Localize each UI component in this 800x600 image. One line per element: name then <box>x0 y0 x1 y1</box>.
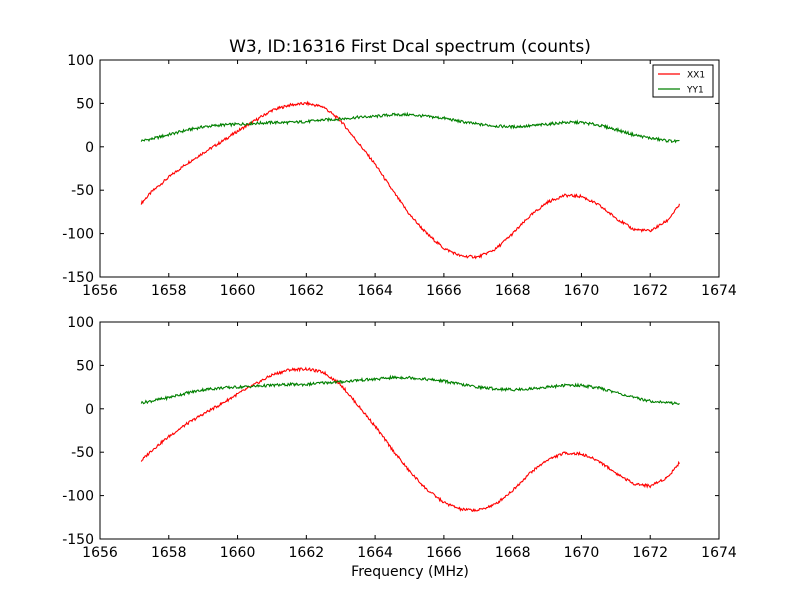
legend-label-xx1: XX1 <box>687 71 705 81</box>
x-tick-label: 1674 <box>701 283 737 299</box>
chart-panel-2: 1656 1658 1660 1662 1664 1666 1668 1670 1672 1674… <box>62 315 737 561</box>
chart-panel-1: 1656 1658 1660 1662 1664 1666 1668 1670 1672 1674… <box>62 53 737 299</box>
series-line-yy1 <box>140 111 680 144</box>
x-tick-label: 1668 <box>495 283 531 299</box>
y-tick-label: -100 <box>62 227 94 243</box>
x-tick-label: 1664 <box>357 283 393 299</box>
x-tick-label: 1658 <box>151 283 187 299</box>
y-tick-label: 0 <box>85 402 94 418</box>
panels: 1656 1658 1660 1662 1664 1666 1668 1670 1672 1674… <box>62 53 737 561</box>
series-line-yy1 <box>140 374 680 406</box>
axes-frame <box>99 59 720 278</box>
y-tick-label: 100 <box>67 53 94 69</box>
y-tick-label: 100 <box>67 315 94 331</box>
x-tick-label: 1670 <box>564 283 600 299</box>
x-tick-label: 1658 <box>151 545 187 561</box>
y-tick-label: -100 <box>62 489 94 505</box>
y-tick-label: 50 <box>76 358 94 374</box>
x-tick-label: 1668 <box>495 545 531 561</box>
x-tick-label: 1672 <box>632 283 668 299</box>
y-tick-label: -50 <box>71 445 94 461</box>
figure-title: W3, ID:16316 First Dcal spectrum (counts… <box>229 37 591 57</box>
x-tick-label: 1666 <box>426 545 462 561</box>
x-tick-label: 1670 <box>564 545 600 561</box>
x-tick-label: 1666 <box>426 283 462 299</box>
series-line-xx1 <box>140 100 680 260</box>
series-line-xx1 <box>140 366 680 513</box>
y-tick-label: -50 <box>71 183 94 199</box>
x-tick-label: 1674 <box>701 545 737 561</box>
axes-frame <box>99 321 720 540</box>
x-tick-label: 1660 <box>220 545 256 561</box>
x-tick-label: 1656 <box>82 545 118 561</box>
x-tick-label: 1672 <box>632 545 668 561</box>
y-tick-label: 0 <box>85 140 94 156</box>
legend-label-yy1: YY1 <box>686 86 704 96</box>
y-tick-label: 50 <box>76 96 94 112</box>
legend-box <box>652 64 714 98</box>
x-tick-label: 1662 <box>289 545 325 561</box>
y-tick-label: -150 <box>62 532 94 548</box>
y-tick-label: -150 <box>62 270 94 286</box>
x-tick-label: 1660 <box>220 283 256 299</box>
x-axis-label: Frequency (MHz) <box>351 564 469 580</box>
x-tick-label: 1662 <box>289 283 325 299</box>
x-tick-label: 1664 <box>357 545 393 561</box>
x-tick-label: 1656 <box>82 283 118 299</box>
